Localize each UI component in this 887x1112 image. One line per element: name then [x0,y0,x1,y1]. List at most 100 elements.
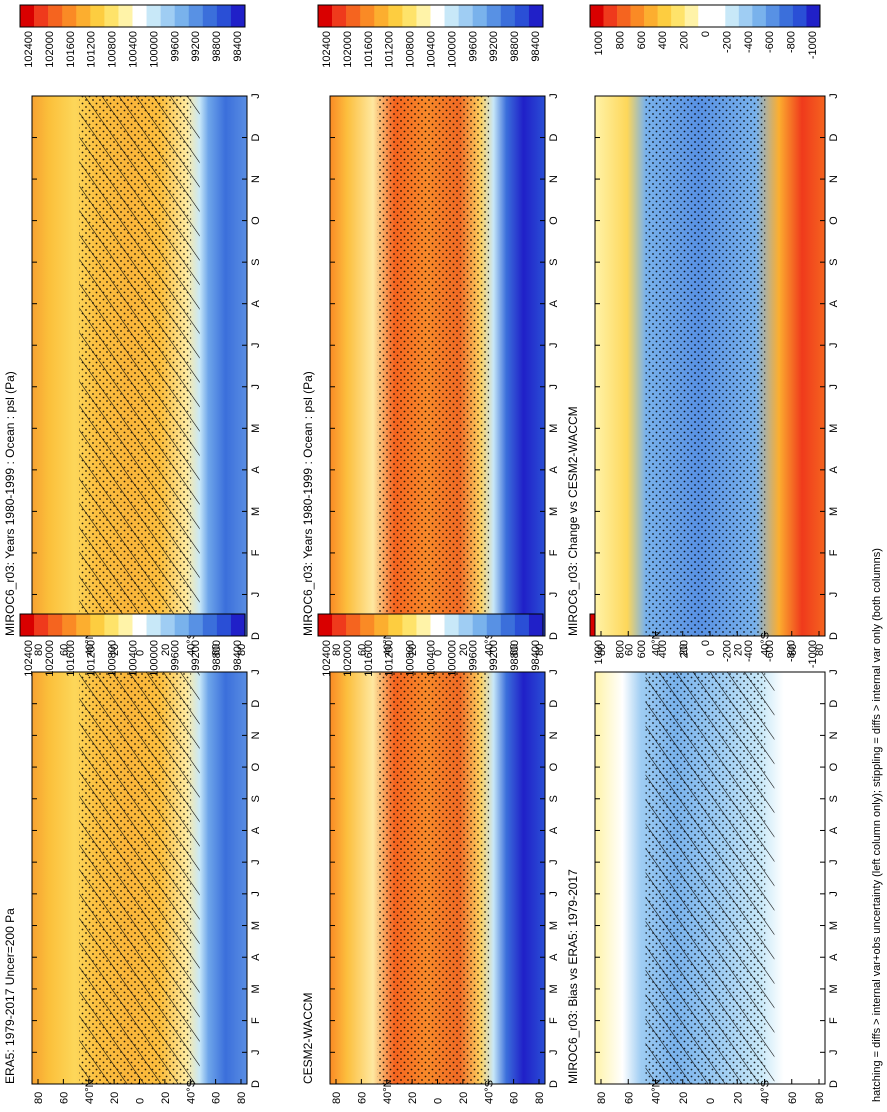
lat-tick-label: 80 [596,644,608,656]
lat-tick-label: 40°N [84,631,96,656]
colorbar-swatch [230,5,246,27]
lat-tick-label: 40°N [382,1079,394,1104]
lat-tick-label: 80 [331,644,343,656]
lat-tick-label: 20 [407,644,419,656]
lat-tick-label: 20 [160,644,172,656]
colorbar-swatch [388,5,403,27]
month-tick-label: M [548,507,560,516]
colorbar-swatch [644,5,658,27]
month-tick-label: J [250,592,262,598]
colorbar-label: 99200 [190,31,202,62]
colorbar-swatch [48,5,63,27]
month-tick-label: M [828,507,840,516]
month-tick-label: D [548,700,560,708]
colorbar-swatch [684,5,699,27]
colorbar-label: -1000 [807,31,819,59]
colorbar-label: -600 [764,31,776,53]
colorbar-swatch [765,5,780,27]
colorbar-label: 98400 [530,640,542,671]
month-tick-label: D [548,134,560,142]
colorbar-swatch [202,5,218,27]
month-tick-label: J [250,342,262,348]
month-tick-label: O [828,762,840,771]
lat-tick-label: 0 [135,1098,147,1104]
lat-tick-label: 20 [160,1092,172,1104]
month-tick-label: A [828,299,840,307]
colorbar-label: 98800 [211,31,223,62]
colorbar-label: 100000 [148,31,160,68]
lat-tick-label: 0 [705,1098,717,1104]
month-tick-label: N [548,731,560,739]
colorbar-swatch [174,5,190,27]
panel-miroc6-climatology-right: MIROC6_r03: Years 1980-1999 : Ocean : ps… [301,4,560,656]
colorbar-swatch [188,614,204,636]
month-tick-label: D [250,632,262,640]
colorbar-swatch [34,614,49,636]
colorbar-label: 102000 [342,640,354,677]
month-tick-label: J [828,93,840,99]
colorbar-label: 100800 [107,640,119,677]
colorbar-label: 800 [614,640,626,658]
month-tick-label: F [828,1017,840,1024]
lat-tick-label: 60 [211,644,223,656]
lat-tick-label: 20 [109,1092,121,1104]
colorbar-label: -800 [786,640,798,662]
colorbar-label: 102400 [321,31,333,68]
month-tick-label: A [548,953,560,961]
colorbar-swatch [416,614,431,636]
lat-tick-label: 60 [787,1092,799,1104]
colorbar-swatch [402,5,417,27]
month-tick-label: N [548,175,560,183]
lat-tick-label: 40°S [760,1080,772,1104]
colorbar-label: 98400 [530,31,542,62]
month-tick-label: F [250,549,262,556]
colorbar-swatch [528,5,544,27]
month-tick-label: J [548,93,560,99]
colorbar-swatch [346,5,361,27]
colorbar-swatch [500,614,516,636]
colorbar-swatch [617,5,631,27]
colorbar-swatch [360,5,375,27]
lat-tick-label: 40°N [84,1079,96,1104]
colorbar-label: 98400 [232,640,244,671]
month-tick-label: A [828,953,840,961]
colorbar-frame [317,613,544,637]
colorbar-swatch [104,614,119,636]
lat-tick-label: 60 [509,644,521,656]
colorbar-swatch [500,5,516,27]
month-tick-label: F [828,549,840,556]
colorbar-swatch [444,5,459,27]
panel-title: MIROC6_r03: Years 1980-1999 : Ocean : ps… [301,371,315,636]
lat-tick-label: 0 [135,650,147,656]
month-tick-label: J [250,669,262,675]
hatch-overlay [79,96,200,636]
lat-tick-label: 40°S [483,1080,495,1104]
lat-tick-label: 80 [331,1092,343,1104]
colorbar-label: 1000 [593,31,605,55]
colorbar-swatch [388,614,403,636]
colorbar-swatch [472,5,488,27]
month-tick-label: M [250,984,262,993]
month-tick-label: D [250,1080,262,1088]
month-tick-label: J [548,592,560,598]
panel-title: MIROC6_r03: Years 1980-1999 : Ocean : ps… [3,371,17,636]
colorbar-label: 101600 [363,31,375,68]
colorbar-label: 98800 [509,640,521,671]
lat-tick-label: 20 [732,1092,744,1104]
colorbar-swatch [20,614,35,636]
lat-tick-label: 80 [236,1092,248,1104]
month-tick-label: A [548,299,560,307]
month-tick-label: N [250,731,262,739]
colorbar-label: 400 [657,640,669,658]
lat-tick-label: 0 [433,1098,445,1104]
month-tick-label: J [250,859,262,865]
colorbar-label: 102400 [23,640,35,677]
colorbar-swatch [188,5,204,27]
month-tick-label: A [250,299,262,307]
panel-title: MIROC6_r03: Bias vs ERA5: 1979-2017 [566,869,580,1084]
month-tick-label: S [548,795,560,802]
month-tick-label: F [250,1017,262,1024]
colorbar-label: -400 [743,640,755,662]
month-tick-label: O [828,216,840,225]
lat-tick-label: 20 [732,644,744,656]
